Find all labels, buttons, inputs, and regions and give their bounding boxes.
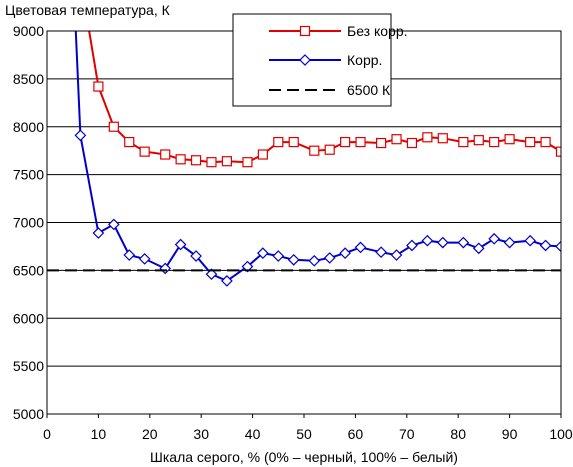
y-tick-label-7000: 7000 [13, 215, 44, 231]
series-0-point-15 [340, 136, 351, 148]
series-0-point-27 [540, 136, 551, 148]
series-1-point-2 [107, 218, 120, 231]
series-1-point-9 [221, 275, 233, 287]
offscale-segment-1 [74, 31, 82, 136]
plot-lines [47, 31, 561, 287]
series-0-point-21 [437, 133, 448, 144]
series-1-point-24 [472, 242, 485, 255]
series-1-point-27 [524, 234, 537, 247]
series-1-point-10 [241, 260, 254, 273]
series-0-point-2 [124, 136, 135, 148]
x-axis-ticks: 0 10 20 30 40 50 60 70 80 90 100 [43, 414, 573, 442]
series-0-point-0 [93, 81, 104, 92]
series-1-point-29 [555, 240, 561, 253]
series-1-point-20 [406, 239, 418, 252]
series-0-point-25 [504, 134, 515, 145]
series-0-point-18 [391, 134, 402, 145]
series-1-point-25 [488, 232, 501, 245]
series-0-point-16 [355, 136, 366, 148]
y-tick-label-6500: 6500 [13, 262, 44, 278]
series-1-point-7 [190, 250, 202, 262]
series-1-point-14 [308, 254, 321, 267]
x-tick-label-60: 60 [348, 426, 364, 442]
series-1-point-4 [138, 253, 151, 265]
series-0-point-6 [190, 155, 202, 166]
y-tick-label-5500: 5500 [13, 358, 44, 374]
legend-marker-diamond [299, 54, 311, 66]
series-0-point-12 [288, 136, 299, 148]
series-0-point-8 [221, 156, 232, 167]
series-1-point-18 [375, 246, 387, 259]
y-axis-title: Цветовая температура, К [5, 2, 171, 18]
series-1-point-12 [272, 250, 285, 262]
series-1-point-11 [257, 247, 269, 259]
legend-label-no-correction: Без корр. [347, 23, 408, 39]
series-0-point-19 [406, 137, 418, 149]
series-1-point-28 [539, 239, 552, 252]
x-tick-label-10: 10 [91, 426, 107, 442]
legend-marker-square [299, 25, 311, 37]
series-0-point-1 [108, 121, 119, 132]
series-1-point-8 [205, 268, 218, 281]
legend-label-reference: 6500 К [347, 82, 391, 98]
legend: Без корр. Корр. 6500 К [232, 13, 408, 107]
series-1-point-19 [390, 249, 403, 261]
series-0-point-11 [273, 136, 284, 148]
x-tick-label-40: 40 [245, 426, 261, 442]
x-tick-label-20: 20 [142, 426, 158, 442]
y-tick-label-9000: 9000 [13, 23, 44, 39]
series-0-point-17 [376, 137, 387, 149]
series-line-1 [79, 135, 561, 283]
y-axis-ticks: 5000 5500 6000 6500 7000 7500 8000 8500 9000 [13, 23, 44, 422]
series-0-point-13 [309, 145, 320, 156]
series-0-point-3 [139, 146, 150, 157]
series-0-point-23 [473, 135, 484, 146]
y-tick-label-7500: 7500 [13, 167, 44, 183]
series-0-point-26 [525, 136, 536, 148]
x-tick-label-70: 70 [399, 426, 415, 442]
series-0-point-20 [422, 132, 433, 143]
series-1-point-26 [503, 236, 516, 249]
series-1-point-17 [354, 241, 367, 254]
series-1-point-21 [421, 234, 434, 247]
series-1-point-22 [436, 236, 449, 249]
series-0-point-22 [458, 136, 469, 148]
x-tick-label-0: 0 [43, 426, 51, 442]
series-0-point-7 [206, 157, 217, 168]
series-0-point-10 [257, 149, 268, 160]
series-1-point-3 [123, 249, 136, 261]
y-tick-label-8000: 8000 [13, 119, 44, 135]
series-1-point-0 [74, 129, 87, 142]
series-1-point-13 [287, 253, 300, 266]
legend-entry-reference: 6500 К [269, 82, 391, 98]
series-0-point-5 [175, 154, 186, 165]
series-0-point-4 [160, 149, 171, 160]
series-0-point-28 [555, 146, 561, 157]
series-0-point-24 [489, 136, 500, 148]
series-0-point-9 [242, 157, 253, 168]
legend-label-correction: Корр. [347, 52, 382, 68]
series-1-point-16 [339, 247, 351, 259]
series-1-point-6 [174, 238, 187, 251]
series-1-point-1 [92, 227, 105, 239]
series-1-point-5 [159, 262, 172, 275]
series-0-point-14 [324, 144, 335, 155]
series-1-point-15 [323, 252, 336, 264]
y-tick-label-5000: 5000 [13, 406, 44, 422]
x-tick-label-100: 100 [549, 426, 573, 442]
series-1-point-23 [457, 236, 470, 249]
legend-entry-no-correction: Без корр. [269, 23, 408, 39]
offscale-segment-0 [88, 31, 100, 87]
x-tick-label-90: 90 [502, 426, 518, 442]
y-tick-label-8500: 8500 [13, 71, 44, 87]
legend-entry-correction: Корр. [269, 52, 382, 68]
y-tick-label-6000: 6000 [13, 310, 44, 326]
x-tick-label-50: 50 [296, 426, 312, 442]
x-tick-label-30: 30 [193, 426, 209, 442]
x-axis-title: Шкала серого, % (0% – черный, 100% – бел… [150, 449, 458, 465]
x-tick-label-80: 80 [450, 426, 466, 442]
